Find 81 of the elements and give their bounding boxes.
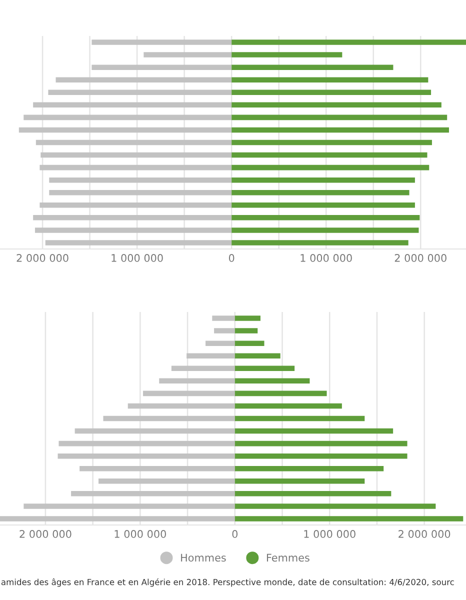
bar	[232, 140, 432, 146]
text: amides des âges en France et en Algérie en 2018. Perspective monde, date de consultation: 4/6/2020, sourc	[1, 578, 454, 587]
bar	[45, 240, 232, 246]
bar	[234, 440, 408, 446]
bar	[128, 403, 235, 409]
bar	[40, 164, 232, 170]
x-tick-label: 1 000 000	[114, 530, 166, 538]
bar	[206, 340, 235, 346]
bar	[40, 152, 232, 158]
bar	[234, 491, 392, 496]
bar	[49, 177, 232, 183]
bar	[186, 353, 235, 358]
bar	[232, 228, 419, 233]
bar	[234, 340, 264, 346]
bar	[234, 466, 384, 472]
bar	[232, 240, 408, 246]
bar	[92, 40, 232, 45]
x-tick-label: 0	[228, 254, 234, 262]
bar	[40, 202, 232, 208]
legend-label: Hommes	[181, 554, 226, 562]
bar	[232, 164, 430, 170]
bar	[49, 190, 232, 196]
x-tick-label: 1 000 000	[112, 254, 163, 262]
bar	[24, 114, 232, 120]
x-tick-label: 1 000 000	[300, 254, 352, 262]
x-tick-label: 1 000 000	[304, 530, 356, 538]
bar	[212, 316, 235, 321]
bar	[56, 77, 232, 82]
bar	[234, 316, 260, 321]
bar	[234, 328, 258, 334]
bar	[18, 127, 232, 133]
bar	[214, 328, 235, 334]
bar	[234, 403, 342, 409]
bar	[34, 228, 232, 233]
bar	[232, 77, 428, 82]
bar	[234, 453, 408, 459]
x-tick-label: 2 000 000	[398, 530, 450, 538]
bar	[232, 190, 410, 196]
bar	[58, 440, 235, 446]
bar	[80, 466, 235, 472]
bar	[48, 90, 232, 96]
bar	[33, 215, 232, 220]
bar	[33, 102, 232, 108]
bar	[92, 64, 232, 70]
bar	[232, 90, 432, 96]
legend-label: Femmes	[266, 554, 310, 562]
bar	[232, 64, 394, 70]
bar	[0, 516, 235, 522]
x-tick-label: 0	[232, 530, 238, 538]
x-tick-label: 2 000 000	[16, 254, 68, 262]
bar	[58, 453, 235, 459]
bar	[234, 416, 365, 422]
x-tick-label: 2 000 000	[394, 254, 446, 262]
bar	[24, 504, 235, 509]
bar	[234, 378, 310, 384]
bar	[234, 516, 464, 522]
bar	[232, 102, 442, 108]
bar	[74, 428, 235, 434]
bar	[36, 140, 232, 146]
bar	[232, 177, 415, 183]
bar	[232, 127, 449, 133]
bar	[143, 390, 235, 396]
bar	[234, 390, 327, 396]
bar	[71, 491, 235, 496]
bar	[234, 478, 365, 484]
bar	[232, 40, 466, 45]
bar	[171, 366, 235, 372]
bar	[234, 504, 436, 509]
bar	[234, 366, 295, 372]
bar	[103, 416, 235, 422]
bar	[159, 378, 235, 384]
bar	[234, 353, 280, 358]
bar	[234, 428, 394, 434]
bar	[98, 478, 235, 484]
bar	[232, 202, 415, 208]
bar	[232, 52, 342, 58]
bar	[232, 152, 428, 158]
bar	[144, 52, 232, 58]
bar	[232, 114, 448, 120]
bar	[232, 215, 420, 220]
x-tick-label: 2 000 000	[20, 530, 72, 538]
